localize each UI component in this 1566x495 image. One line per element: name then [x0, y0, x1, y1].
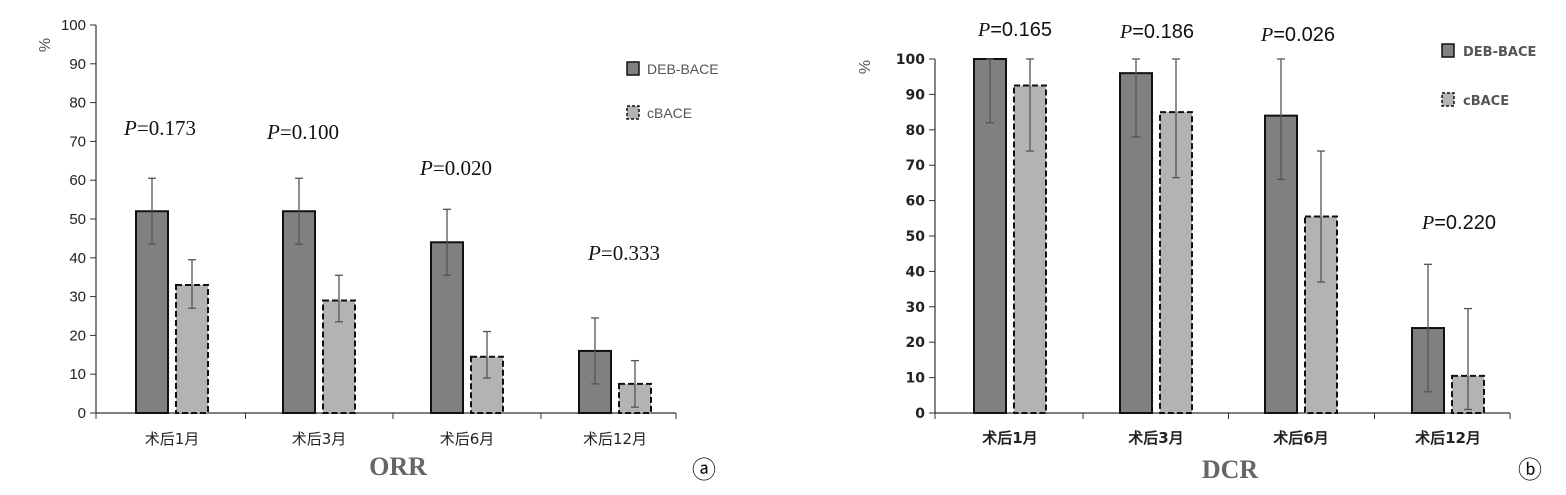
panel-label: ⓐ — [692, 457, 716, 484]
y-tick-label: 50 — [906, 229, 926, 245]
legend-swatch-cbace — [1441, 92, 1455, 107]
y-tick-label: 20 — [69, 327, 86, 344]
legend-swatch-cbace — [626, 105, 640, 120]
y-tick-label: 40 — [906, 264, 926, 280]
bar-deb-bace — [1119, 72, 1153, 414]
bar-deb-bace — [973, 58, 1007, 414]
legend-swatch-deb-bace — [1441, 43, 1455, 58]
chart-panel-orr: 0 10 20 30 40 50 60 70 80 90 100% 术后1月 术后3月 术后6月 术后12月… — [37, 17, 719, 484]
y-tick-label: 10 — [906, 371, 926, 387]
y-tick-label: 100 — [896, 52, 925, 68]
legend-label-deb-bace: DEB-BACE — [1463, 45, 1536, 60]
chart-panel-dcr: 0 10 20 30 40 50 60 70 80 90 100% 术后1月 术后3月 术后6月 术后12月… — [857, 19, 1542, 484]
y-tick-label: 10 — [69, 366, 86, 383]
y-tick-label: 60 — [69, 172, 86, 189]
chart-title: ORR — [369, 452, 427, 481]
y-tick-label: 30 — [906, 300, 926, 316]
x-tick-label: 术后1月 — [145, 430, 200, 448]
p-value-label: P=0.220 — [1421, 212, 1496, 234]
y-tick-label: 80 — [69, 95, 86, 112]
p-value-label: P=0.186 — [1119, 21, 1194, 43]
p-value-label: P=0.020 — [419, 156, 492, 180]
y-tick-label: 80 — [906, 123, 926, 139]
y-axis-label: % — [857, 60, 874, 74]
y-tick-label: 0 — [78, 405, 86, 422]
x-tick-label: 术后6月 — [1273, 429, 1328, 447]
x-tick-label: 术后12月 — [583, 430, 647, 448]
x-tick-label: 术后12月 — [1415, 429, 1481, 447]
legend: DEB-BACE cBACE — [1441, 43, 1536, 109]
y-tick-label: 70 — [69, 133, 86, 150]
p-value-label: P=0.173 — [123, 116, 196, 140]
x-tick-label: 术后6月 — [440, 430, 495, 448]
p-value-label: P=0.165 — [977, 19, 1052, 41]
y-tick-label: 70 — [906, 158, 926, 174]
y-tick-label: 0 — [915, 406, 925, 422]
legend-label-cbace: cBACE — [1463, 94, 1509, 109]
y-tick-label: 90 — [906, 87, 926, 103]
x-tick-label: 术后3月 — [1128, 429, 1183, 447]
x-tick-label: 术后3月 — [292, 430, 347, 448]
p-value-label: P=0.026 — [1260, 24, 1335, 46]
chart-title: DCR — [1202, 455, 1259, 484]
panel-label: ⓑ — [1518, 457, 1542, 484]
x-tick-label: 术后1月 — [982, 429, 1037, 447]
y-tick-label: 90 — [69, 56, 86, 73]
y-tick-label: 60 — [906, 194, 926, 210]
y-tick-label: 40 — [69, 250, 86, 267]
y-tick-label: 20 — [906, 335, 926, 351]
y-axis-label: % — [37, 38, 54, 52]
y-tick-label: 30 — [69, 289, 86, 306]
p-value-label: P=0.333 — [587, 241, 660, 265]
p-value-label: P=0.100 — [266, 120, 339, 144]
legend-swatch-deb-bace — [626, 61, 640, 76]
y-tick-label: 100 — [61, 17, 86, 34]
legend-label-cbace: cBACE — [647, 105, 692, 121]
y-tick-label: 50 — [69, 211, 86, 228]
legend-label-deb-bace: DEB-BACE — [647, 61, 719, 77]
legend: DEB-BACE cBACE — [626, 61, 719, 121]
